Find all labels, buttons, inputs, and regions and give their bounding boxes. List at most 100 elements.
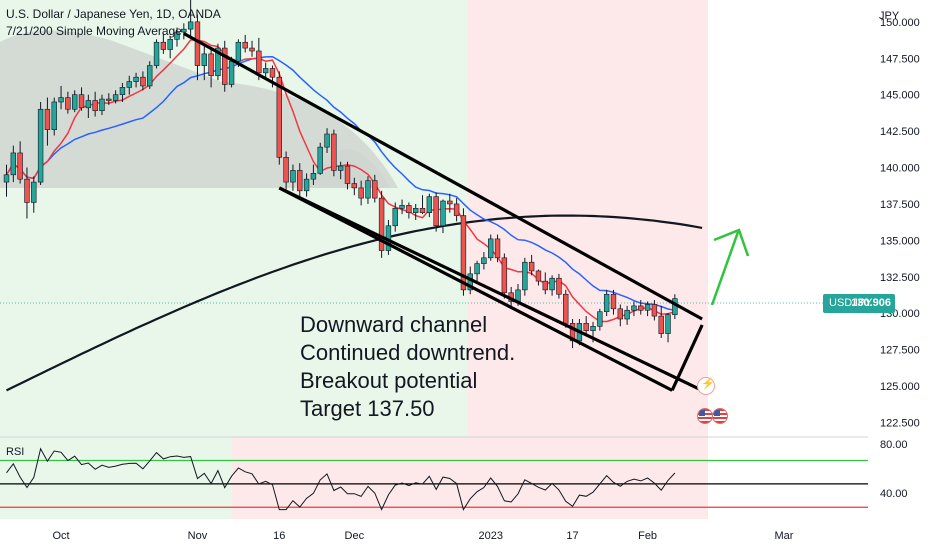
annotation-line: Target 137.50 xyxy=(300,396,435,421)
candle xyxy=(447,200,453,205)
event-lightning-icon[interactable] xyxy=(697,377,715,395)
annotation-line: Breakout potential xyxy=(300,368,478,393)
candle xyxy=(528,261,535,272)
candle xyxy=(174,31,180,40)
chart-header: U.S. Dollar / Japanese Yen, 1D, OANDA 7/… xyxy=(6,6,221,40)
channel-lower-line xyxy=(278,186,673,392)
candle xyxy=(310,173,317,180)
candle xyxy=(24,178,30,203)
price-tick-label: 145.000 xyxy=(880,90,920,102)
rsi-line xyxy=(6,447,676,511)
candle xyxy=(242,41,248,49)
last-price-badge: USDJPY 130.906 xyxy=(823,294,895,313)
candle xyxy=(201,53,207,66)
candle xyxy=(140,76,146,87)
candle xyxy=(187,21,194,30)
candle xyxy=(106,98,112,101)
time-tick-label: 2023 xyxy=(478,530,502,542)
price-tick-label: 125.000 xyxy=(880,381,920,393)
candle xyxy=(624,309,630,320)
indicator-title[interactable]: 7/21/200 Simple Moving Average xyxy=(6,24,182,38)
candle xyxy=(160,41,167,50)
rsi-tick-label: 40.00 xyxy=(880,488,908,500)
candle xyxy=(603,293,610,313)
sma-200-line xyxy=(6,214,703,392)
candle xyxy=(617,308,624,320)
price-tick-label: 137.500 xyxy=(880,199,920,211)
candle xyxy=(331,133,337,171)
candle xyxy=(65,97,71,110)
candle xyxy=(372,180,378,199)
candle xyxy=(112,94,119,101)
candle xyxy=(228,60,235,85)
candle xyxy=(317,146,323,174)
candle xyxy=(290,170,296,183)
chart-annotation[interactable]: Downward channel Continued downtrend. Br… xyxy=(300,311,515,423)
candle xyxy=(365,180,371,199)
candle xyxy=(37,108,44,183)
candle xyxy=(235,41,242,62)
candle xyxy=(303,178,310,192)
candle xyxy=(72,94,78,110)
channel-lower-line xyxy=(670,324,704,392)
candle xyxy=(440,200,446,227)
price-tick-label: 147.500 xyxy=(880,53,920,65)
badge-value: 130.906 xyxy=(851,297,891,309)
candle xyxy=(610,293,617,310)
candle xyxy=(344,165,351,184)
candle xyxy=(412,208,419,213)
candle xyxy=(133,76,139,82)
us-flag-icon[interactable] xyxy=(697,408,713,424)
candle xyxy=(222,47,228,85)
candle xyxy=(126,81,132,88)
time-tick-label: Mar xyxy=(775,530,794,542)
candle xyxy=(658,315,664,334)
candle xyxy=(153,41,160,66)
channel-lower-line xyxy=(278,186,703,392)
candle xyxy=(556,277,562,295)
candle xyxy=(378,197,385,251)
candle xyxy=(249,47,255,52)
rsi-title[interactable]: RSI xyxy=(6,446,25,458)
time-tick-label: Oct xyxy=(52,530,69,542)
time-tick-label: Nov xyxy=(188,530,208,542)
us-flag-icon[interactable] xyxy=(712,408,728,424)
candle xyxy=(501,257,508,294)
candle xyxy=(590,325,596,331)
candle xyxy=(494,238,501,259)
price-tick-label: 135.000 xyxy=(880,235,920,247)
candle xyxy=(276,76,282,158)
time-tick-label: 17 xyxy=(566,530,578,542)
candle xyxy=(583,323,589,331)
candle xyxy=(167,39,173,50)
price-tick-label: 122.500 xyxy=(880,417,920,429)
candle xyxy=(549,277,555,291)
candle xyxy=(433,196,439,227)
candle xyxy=(181,28,187,33)
candle xyxy=(426,196,433,213)
price-tick-label: 127.500 xyxy=(880,345,920,357)
candle xyxy=(256,50,262,74)
cup-shape xyxy=(0,30,398,188)
candle xyxy=(351,183,358,189)
candle xyxy=(3,174,10,183)
candle xyxy=(92,100,98,112)
candle xyxy=(99,98,105,112)
price-tick-label: 140.000 xyxy=(880,163,920,175)
candle xyxy=(297,170,303,192)
badge-symbol: USDJPY xyxy=(829,297,873,309)
green-zone xyxy=(0,437,232,519)
candle xyxy=(262,68,269,74)
symbol-title[interactable]: U.S. Dollar / Japanese Yen, 1D, OANDA xyxy=(6,7,221,21)
candle xyxy=(10,152,17,176)
candle xyxy=(283,157,289,183)
candle xyxy=(147,65,153,87)
candle xyxy=(358,187,364,199)
candle xyxy=(215,47,221,77)
candle xyxy=(406,205,412,213)
time-tick-label: Feb xyxy=(638,530,657,542)
candle xyxy=(651,304,658,317)
candle xyxy=(542,280,548,291)
